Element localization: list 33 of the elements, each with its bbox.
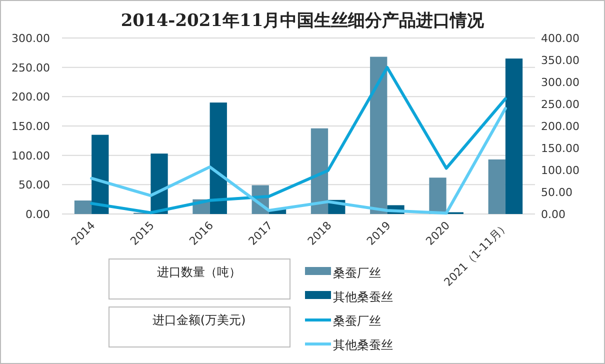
legend-label: 桑蚕厂丝 — [333, 314, 381, 328]
y2-tick-label: 150.00 — [541, 142, 580, 155]
text: 进口金额(万美元) — [152, 313, 246, 327]
legend-label: 桑蚕厂丝 — [333, 266, 381, 280]
y2-tick-label: 50.00 — [541, 186, 572, 199]
chart-title: 2014-2021年11月中国生丝细分产品进口情况 — [120, 11, 486, 31]
y-tick-label: 300.00 — [12, 32, 50, 45]
y2-tick-label: 250.00 — [541, 98, 580, 111]
bar — [488, 159, 506, 214]
y-tick-label: 150.00 — [12, 120, 50, 133]
bar — [429, 178, 446, 214]
y-tick-label: 250.00 — [12, 61, 50, 74]
line-series — [90, 66, 507, 214]
y2-tick-label: 200.00 — [541, 120, 580, 133]
y2-tick-label: 400.00 — [541, 32, 580, 45]
bar — [310, 128, 328, 214]
text: 进口数量（吨） — [157, 265, 241, 279]
bar — [74, 200, 92, 214]
y2-tick-label: 350.00 — [541, 54, 580, 67]
bar — [370, 56, 388, 214]
bar — [92, 134, 109, 214]
bar — [210, 102, 227, 214]
legend-label: 其他桑蚕丝 — [333, 338, 393, 352]
bar — [505, 58, 523, 214]
y2-tick-label: 0.00 — [541, 208, 566, 221]
line-series — [90, 106, 507, 215]
y2-tick-label: 100.00 — [541, 164, 580, 177]
y-tick-label: 50.00 — [18, 178, 50, 192]
legend-label: 其他桑蚕丝 — [333, 290, 393, 304]
y-tick-label: 0.00 — [26, 208, 50, 221]
y-tick-label: 200.00 — [12, 90, 50, 104]
y2-tick-label: 300.00 — [541, 76, 580, 89]
y-tick-label: 100.00 — [12, 149, 50, 162]
